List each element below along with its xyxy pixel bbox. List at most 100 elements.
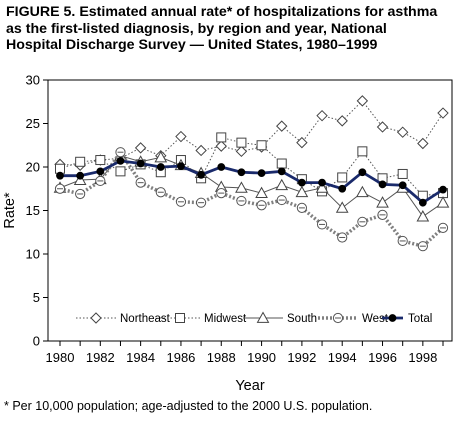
- data-point-total: [136, 159, 145, 168]
- data-point-total: [277, 167, 286, 176]
- data-point-total: [318, 178, 326, 187]
- chart-axes: [47, 79, 453, 342]
- data-point-northeast: [296, 136, 308, 149]
- legend-label-northeast: Northeast: [120, 313, 171, 325]
- data-point-northeast: [175, 130, 187, 143]
- data-point-northeast: [215, 140, 227, 152]
- data-point-west: [196, 197, 207, 208]
- data-point-total: [197, 170, 206, 179]
- chart-ticks: 0 5 10 15 20 25 30 1980 1982 1984 1986 1988 1990 1992…: [26, 73, 444, 365]
- data-point-total: [56, 171, 64, 180]
- series-northeast: [54, 95, 449, 171]
- legend-label-south: South: [287, 313, 317, 325]
- data-point-total: [297, 178, 306, 187]
- series-total: [56, 157, 447, 207]
- data-point-south: [376, 196, 389, 208]
- data-point-west: [377, 209, 388, 220]
- x-tick-label: 1984: [126, 350, 155, 365]
- y-tick-label: 10: [26, 247, 40, 262]
- data-point-south: [315, 181, 329, 193]
- data-point-west: [175, 196, 187, 207]
- data-point-northeast: [235, 145, 248, 158]
- data-point-total: [237, 168, 246, 177]
- data-point-west: [357, 216, 368, 227]
- line-chart: 0 5 10 15 20 25 30 1980 1982 1984 1986 1988 1990 1992…: [2, 73, 453, 394]
- data-point-total: [217, 163, 226, 171]
- data-point-northeast: [376, 121, 389, 133]
- legend-item-northeast: Northeast: [76, 312, 171, 325]
- data-point-total: [418, 198, 427, 207]
- data-point-south: [255, 186, 268, 198]
- data-point-south: [295, 185, 309, 198]
- data-point-midwest: [236, 137, 247, 148]
- legend-label-west: West: [362, 313, 389, 325]
- series-line-northeast: [59, 100, 444, 166]
- data-point-total: [177, 162, 185, 171]
- legend-item-west: West: [318, 312, 389, 325]
- data-point-west: [417, 241, 428, 252]
- data-point-south: [154, 150, 168, 163]
- y-tick-label: 5: [33, 290, 40, 305]
- legend-label-total: Total: [408, 313, 432, 325]
- data-point-south: [356, 185, 369, 198]
- data-point-total: [116, 157, 125, 165]
- legend-item-midwest: Midwest: [160, 313, 247, 325]
- data-point-west: [337, 232, 348, 243]
- data-point-northeast: [437, 107, 449, 119]
- data-point-midwest: [256, 140, 267, 151]
- data-point-west: [75, 188, 86, 200]
- data-point-northeast: [276, 120, 288, 132]
- y-tick-label: 30: [26, 73, 40, 88]
- data-point-west: [115, 147, 126, 158]
- x-tick-label: 1996: [368, 350, 397, 365]
- data-point-west: [316, 219, 328, 230]
- legend-item-total: Total: [382, 313, 432, 325]
- data-point-west: [296, 202, 307, 213]
- legend-marker-northeast: [90, 312, 102, 324]
- data-point-midwest: [397, 168, 408, 179]
- x-tick-label: 1992: [287, 350, 316, 365]
- data-point-total: [156, 163, 165, 171]
- data-point-total: [96, 167, 105, 176]
- data-point-northeast: [195, 144, 207, 157]
- x-tick-label: 1988: [207, 350, 236, 365]
- data-point-total: [257, 169, 266, 177]
- data-point-west: [276, 194, 287, 206]
- y-axis-label: Rate*: [2, 192, 18, 229]
- data-point-west: [397, 235, 408, 247]
- figure-title-line-2: as the first-listed diagnosis, by region…: [6, 20, 387, 37]
- figure-title-line-1: FIGURE 5. Estimated annual rate* of hosp…: [6, 4, 438, 20]
- data-point-west: [256, 200, 267, 211]
- data-point-northeast: [417, 137, 429, 150]
- data-point-midwest: [75, 156, 86, 167]
- data-point-west: [54, 183, 66, 194]
- y-tick-label: 25: [26, 116, 40, 131]
- data-point-midwest: [337, 172, 348, 183]
- y-tick-label: 20: [26, 160, 40, 175]
- legend-marker-total: [388, 314, 397, 322]
- data-point-west: [216, 188, 227, 199]
- x-tick-label: 1986: [166, 350, 195, 365]
- data-point-total: [398, 181, 407, 190]
- data-point-midwest: [276, 158, 287, 169]
- data-point-total: [439, 185, 447, 194]
- x-axis-label: Year: [235, 378, 264, 394]
- legend-marker-west: [332, 312, 344, 324]
- chart-legend: Northeast Midwest South West Total: [76, 311, 432, 325]
- data-point-south: [416, 210, 430, 222]
- legend-marker-midwest: [175, 313, 185, 323]
- legend-marker-south: [256, 311, 270, 323]
- data-point-west: [236, 195, 247, 207]
- data-point-midwest: [95, 155, 106, 166]
- data-point-west: [437, 222, 449, 233]
- data-point-total: [76, 171, 85, 180]
- legend-label-midwest: Midwest: [204, 313, 247, 325]
- x-tick-label: 1980: [46, 350, 75, 365]
- data-point-south: [235, 181, 248, 193]
- series-line-west: [59, 149, 445, 249]
- x-tick-label: 1982: [86, 350, 115, 365]
- data-point-midwest: [115, 166, 126, 177]
- plot-frame: [47, 79, 453, 342]
- data-point-northeast: [336, 115, 348, 127]
- data-point-west: [135, 177, 146, 188]
